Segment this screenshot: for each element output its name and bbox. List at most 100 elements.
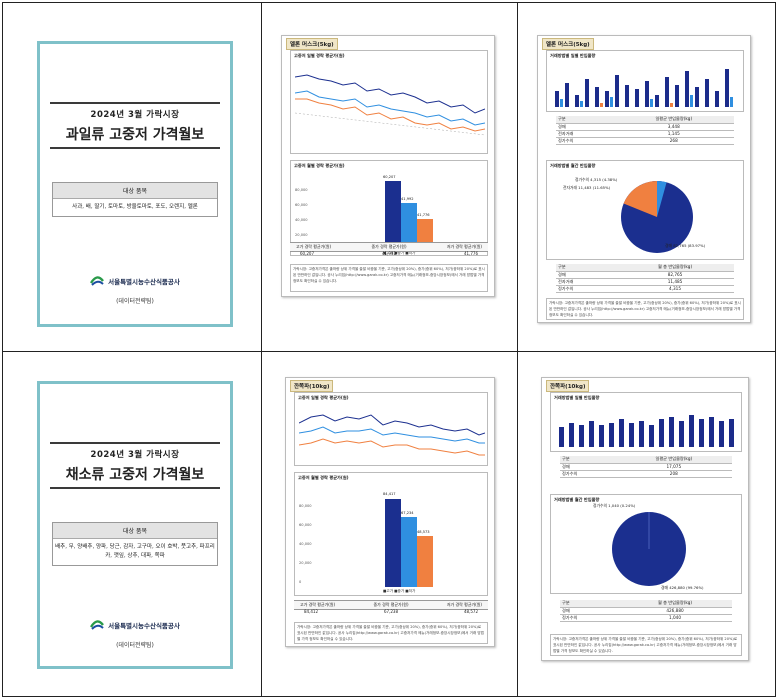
monthly-bar-panel: 고중저 월별 경락 평균가(원) 80,000 60,000 40,000 20… <box>290 160 488 256</box>
table-header: 구분 <box>556 264 617 272</box>
table-cell: 4,315 <box>616 285 734 293</box>
cover-items-list: 배추, 무, 양배추, 양파, 당근, 감자, 고구마, 오이 호박, 풋고추,… <box>55 544 215 559</box>
table-row: 경매 17,075 <box>560 463 732 471</box>
monthly-volume-table: 구분 월 총 반입물량(kg) 경매 82,765 전자거래 11,485 정가수의 4… <box>556 264 734 293</box>
summary-header: 고가 경락 평균가(원) 중가 경락 평균가(원) 저가 경락 평균가(원) <box>294 600 488 610</box>
table-row: 정가수의 4,315 <box>556 285 734 293</box>
summary-header-low: 저가 경락 평균가(원) <box>446 602 482 607</box>
panel-header: 고중저 월별 경락 평균가(원) <box>294 163 345 168</box>
monthly-bar-panel: 고중저 월별 경락 평균가(원) 80,000 60,000 40,000 20… <box>294 472 488 596</box>
table-row: 정가수의 1,040 <box>560 614 732 622</box>
chart-legend: ■고가 ■중가 ■저가 <box>383 251 416 255</box>
pie-label: 전자거래 11,483 (11.65%) <box>563 185 611 190</box>
panel-header: 거래방법별 월간 반입물량 <box>550 163 596 168</box>
panel-header: 거래방법별 일별 반입물량 <box>550 53 596 58</box>
pie-label: 경매 426,880 (99.76%) <box>661 585 704 590</box>
summary-header-mid: 중가 경락 평균가(원) <box>373 602 409 607</box>
page-note: 가락시장: 고중저가격은 출하량 상위 가격을 출발 비중을 기준, 고가(중상… <box>294 622 488 644</box>
table-header: 일평균 반입물량(kg) <box>615 456 732 464</box>
monthly-pie-chart <box>621 180 693 253</box>
bar-label-low: 41,776 <box>417 213 430 217</box>
summary-value-low: 41,776 <box>464 251 478 256</box>
cover-year: 2024년 3월 가락시장 <box>90 450 180 460</box>
cover-items-header: 대상 품목 <box>53 523 217 539</box>
y-tick: 40,000 <box>299 542 312 546</box>
page-note: 가락시장: 고중저가격은 출하량 상위 가격을 출발 비중을 기준, 고가(중상… <box>546 298 744 320</box>
bar-label-mid: 67,234 <box>401 511 414 515</box>
table-header: 월 총 반입물량(kg) <box>618 600 732 608</box>
y-tick: 40,000 <box>295 218 308 222</box>
table-row: 정가수의 208 <box>560 470 732 478</box>
y-tick: 20,000 <box>299 561 312 565</box>
pie-label: 경매 82,765 (83.97%) <box>665 243 706 248</box>
bar-high <box>385 499 401 587</box>
page-title: 깐쪽파(10kg) <box>546 380 590 392</box>
summary-header-high: 고가 경락 평균가(원) <box>296 244 332 249</box>
y-tick: 60,000 <box>299 523 312 527</box>
org-name: 서울특별시농수산식품공사 <box>108 622 180 630</box>
table-cell: 17,075 <box>615 463 732 471</box>
bar-label-mid: 41,992 <box>401 197 414 201</box>
page-note: 가락시장: 고중저가격은 출하량 상위 가격을 출발 비중을 기준, 고가(중상… <box>550 634 742 656</box>
fruit-volume-page: 멜론 머스크(5kg) 거래방법별 일별 반입물량 <box>537 35 751 323</box>
vegetable-price-page: 깐쪽파(10kg) 고중저 일별 경락 평균가(원) 고중저 월별 경락 평균가… <box>285 377 495 647</box>
cover-items-box: 대상 품목 사과, 배, 딸기, 토마토, 방울토마토, 포도, 오렌지, 멜론 <box>52 182 218 217</box>
org-logo-icon <box>90 620 105 630</box>
bar-mid <box>401 517 417 587</box>
pie-label: 정가수의 4,315 (4.38%) <box>575 177 618 182</box>
panel-header: 고중저 일별 경락 평균가(원) <box>294 53 345 58</box>
table-cell: 1,145 <box>613 130 734 138</box>
y-tick: 80,000 <box>299 504 312 508</box>
summary-header-mid: 중가 경락 평균가(원) <box>371 244 407 249</box>
grid-divider <box>261 3 262 696</box>
table-cell: 경매 <box>556 271 617 279</box>
table-cell: 전자거래 <box>556 130 614 138</box>
table-row: 전자거래 1,145 <box>556 130 734 138</box>
grid-divider <box>517 3 518 696</box>
y-tick: 20,000 <box>295 233 308 237</box>
monthly-pie-chart <box>612 512 686 586</box>
panel-header: 고중저 일별 경락 평균가(원) <box>298 395 349 400</box>
page-note: 가락시장: 고중저가격은 출하량 상위 가격을 출발 비중을 기준, 고가(중상… <box>290 264 488 292</box>
summary-values: 60,207 41,993 41,776 <box>290 251 488 256</box>
page-title: 멜론 머스크(5kg) <box>286 38 338 50</box>
daily-volume-panel: 거래방법별 일별 반입물량 <box>550 392 742 452</box>
cover-top-rule <box>50 442 220 444</box>
daily-volume-table: 구분 일평균 반입물량(kg) 경매 3,448 전자거래 1,145 정가수의 268 <box>556 116 734 145</box>
daily-trend-panel: 고중저 일별 경락 평균가(원) <box>294 392 488 466</box>
table-cell: 경매 <box>560 463 616 471</box>
chart-legend: ■고가 ■중가 ■저가 <box>383 589 416 593</box>
org-dept: (데이터전략팀) <box>116 298 154 305</box>
bar-label-high: 84,417 <box>383 492 396 496</box>
cover-logo: 서울특별시농수산식품공사 (데이터전략팀) <box>40 272 230 305</box>
cover-top-rule <box>50 102 220 104</box>
bar-label-low: 48,573 <box>417 530 430 534</box>
table-row: 경매 82,765 <box>556 271 734 279</box>
summary-values: 84,412 67,238 48,572 <box>294 609 488 614</box>
table-cell: 11,485 <box>616 278 734 286</box>
cover-title: 채소류 고중저 가격월보 <box>65 467 205 483</box>
y-axis-ticks: 80,000 60,000 40,000 20,000 0 <box>299 497 312 592</box>
grid-divider <box>3 351 775 352</box>
panel-header: 고중저 월별 경락 평균가(원) <box>298 475 349 480</box>
vegetable-volume-page: 깐쪽파(10kg) 거래방법별 일별 반입물량 구분 일평균 반입물량(kg) 경… <box>541 377 749 661</box>
summary-header-high: 고가 경락 평균가(원) <box>300 602 336 607</box>
bar-mid <box>401 203 417 251</box>
vegetable-cover: 2024년 3월 가락시장 채소류 고중저 가격월보 대상 품목 배추, 무, … <box>37 381 233 669</box>
table-cell: 정가수의 <box>556 285 617 293</box>
table-header: 구분 <box>560 456 616 464</box>
daily-trend-chart <box>299 414 485 456</box>
page-title: 깐쪽파(10kg) <box>290 380 334 392</box>
table-header: 월 총 반입물량(kg) <box>616 264 734 272</box>
fruit-cover: 2024년 3월 가락시장 과일류 고중저 가격월보 대상 품목 사과, 배, … <box>37 41 233 327</box>
table-cell: 82,765 <box>616 271 734 279</box>
bar-high <box>385 181 401 251</box>
summary-header: 고가 경락 평균가(원) 중가 경락 평균가(원) 저가 경락 평균가(원) <box>290 242 488 252</box>
table-header: 구분 <box>560 600 619 608</box>
org-name: 서울특별시농수산식품공사 <box>108 278 180 286</box>
org-logo-icon <box>90 276 105 286</box>
bar-low <box>417 536 433 587</box>
daily-volume-chart <box>559 415 734 447</box>
table-cell: 경매 <box>560 607 619 615</box>
